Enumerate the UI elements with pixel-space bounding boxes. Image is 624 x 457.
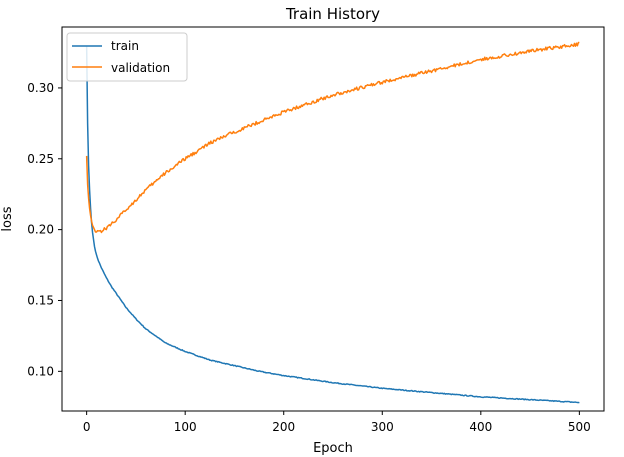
- series-layer: [85, 41, 580, 404]
- chart-title: Train History: [285, 5, 380, 23]
- legend-label-train: train: [111, 39, 139, 53]
- series-line-train: [85, 45, 580, 404]
- legend-label-validation: validation: [111, 61, 170, 75]
- y-tick-label: 0.10: [27, 364, 54, 378]
- series-line-validation: [85, 41, 580, 234]
- legend: train validation: [66, 32, 188, 82]
- x-axis-label: Epoch: [313, 441, 353, 456]
- y-tick-label: 0.15: [27, 293, 54, 307]
- legend-box: [66, 32, 188, 82]
- x-tick-label: 500: [568, 420, 591, 434]
- y-tick-label: 0.25: [27, 152, 54, 166]
- y-axis-label: loss: [0, 206, 15, 231]
- y-axis: 0.10 0.15 0.20 0.25 0.30: [27, 81, 62, 378]
- x-tick-label: 300: [371, 420, 394, 434]
- x-axis: 0 100 200 300 400 500: [83, 411, 591, 434]
- x-tick-label: 200: [272, 420, 295, 434]
- plot-frame: [61, 26, 605, 412]
- y-tick-label: 0.20: [27, 223, 54, 237]
- x-tick-label: 0: [83, 420, 91, 434]
- x-tick-label: 100: [174, 420, 197, 434]
- y-tick-label: 0.30: [27, 81, 54, 95]
- x-tick-label: 400: [469, 420, 492, 434]
